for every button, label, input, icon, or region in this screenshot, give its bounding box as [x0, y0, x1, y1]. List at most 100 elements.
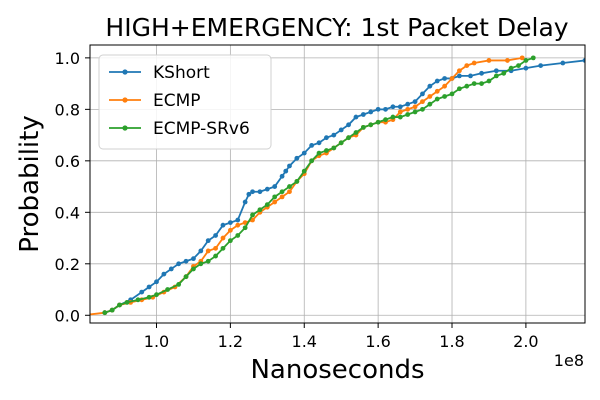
y-axis-label: Probability	[15, 115, 45, 252]
data-point	[449, 76, 455, 81]
data-point	[80, 313, 85, 318]
data-point	[479, 70, 484, 76]
data-point	[442, 94, 448, 99]
data-point	[331, 132, 337, 138]
series-kshort	[102, 58, 585, 316]
data-point	[227, 238, 233, 244]
data-point	[501, 70, 507, 76]
data-point	[457, 68, 462, 74]
legend-marker	[122, 125, 128, 131]
data-point	[205, 238, 211, 244]
data-point	[279, 194, 285, 200]
data-point	[427, 83, 433, 89]
data-point	[250, 189, 255, 195]
data-point	[272, 199, 278, 205]
x-tick-label: 2.0	[513, 332, 538, 351]
data-point	[220, 245, 226, 251]
x-tick-label: 1.6	[365, 332, 390, 351]
data-point	[279, 189, 285, 195]
data-point	[227, 227, 233, 233]
data-point	[434, 88, 440, 94]
data-point	[176, 261, 182, 267]
data-point	[264, 202, 270, 207]
data-point	[383, 106, 388, 112]
data-point	[471, 81, 477, 87]
y-tick-label: 1.0	[55, 49, 80, 68]
data-point	[530, 55, 536, 61]
data-point	[368, 109, 374, 115]
legend-label: ECMP	[153, 91, 201, 111]
data-point	[397, 109, 403, 115]
data-point	[198, 261, 204, 267]
data-point	[412, 99, 418, 105]
y-tick-label: 0.2	[55, 255, 80, 274]
plot-area	[80, 55, 585, 318]
data-point	[220, 222, 226, 228]
data-point	[331, 145, 337, 151]
data-point	[412, 104, 418, 110]
data-point	[316, 140, 322, 146]
data-point	[161, 271, 167, 277]
data-point	[360, 112, 366, 117]
data-point	[397, 104, 403, 110]
data-point	[457, 73, 462, 79]
data-point	[523, 58, 529, 63]
data-point	[405, 112, 411, 117]
data-point	[213, 233, 218, 238]
data-point	[442, 83, 448, 89]
data-point	[383, 117, 388, 123]
series-ecmp-srv6	[102, 55, 536, 316]
data-point	[516, 63, 521, 68]
data-point	[235, 233, 241, 238]
data-point	[165, 287, 170, 292]
data-point	[205, 258, 211, 264]
series-line	[104, 59, 585, 314]
data-point	[242, 220, 248, 226]
data-point	[235, 222, 241, 228]
x-tick-label: 1.8	[439, 332, 464, 351]
data-point	[213, 245, 218, 251]
data-point	[146, 284, 152, 290]
data-point	[264, 186, 270, 192]
data-point	[257, 189, 263, 195]
y-axis-ticks: 0.0 0.2 0.4 0.6 0.8 1.0	[55, 49, 90, 325]
data-point	[375, 106, 381, 112]
data-point	[287, 184, 292, 189]
data-point	[405, 101, 411, 107]
data-point	[360, 124, 366, 130]
data-point	[287, 163, 292, 169]
data-point	[486, 78, 492, 84]
data-point	[390, 114, 396, 120]
legend-label: ECMP-SRv6	[153, 119, 250, 139]
data-point	[309, 158, 315, 164]
x-axis-offset-label: 1e8	[554, 351, 584, 370]
data-point	[493, 68, 499, 74]
legend-label: KShort	[153, 63, 210, 83]
data-point	[560, 60, 566, 66]
data-point	[294, 179, 300, 184]
chart-title: HIGH+EMERGENCY: 1st Packet Delay	[105, 13, 568, 42]
data-point	[283, 168, 289, 174]
data-point	[519, 55, 525, 61]
data-point	[301, 150, 307, 156]
data-point	[338, 140, 344, 146]
data-point	[420, 91, 425, 97]
data-point	[257, 207, 263, 213]
data-point	[294, 155, 300, 161]
data-point	[250, 212, 255, 218]
data-point	[272, 194, 278, 200]
data-point	[242, 199, 248, 205]
legend: KShort ECMP ECMP-SRv6	[98, 54, 272, 150]
data-point	[176, 281, 182, 287]
legend-marker	[122, 97, 128, 103]
data-point	[301, 168, 307, 174]
data-point	[346, 122, 351, 128]
data-point	[102, 310, 108, 316]
y-tick-label: 0.8	[55, 100, 80, 119]
data-point	[493, 73, 499, 79]
legend-box	[98, 54, 272, 150]
data-point	[397, 114, 403, 120]
data-point	[486, 58, 492, 63]
data-point	[523, 65, 529, 71]
